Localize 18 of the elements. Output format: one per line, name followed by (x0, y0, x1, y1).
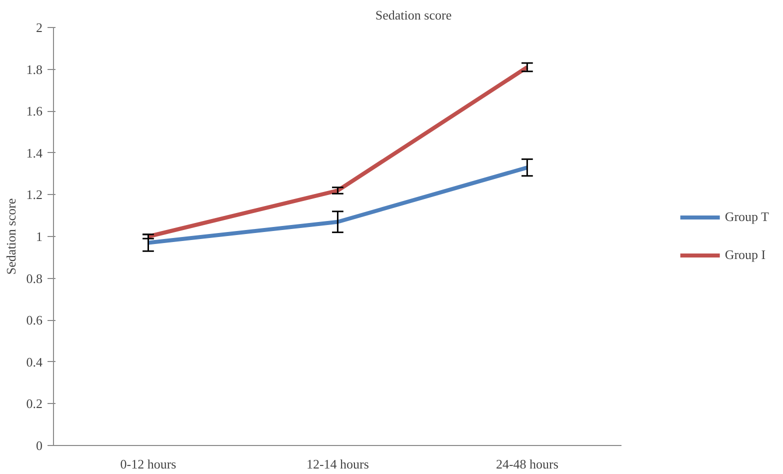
chart-title: Sedation score (375, 8, 452, 22)
x-tick-label: 24-48 hours (496, 456, 558, 472)
y-tick-label: 1.4 (26, 145, 43, 160)
legend-label: Group I (724, 247, 766, 263)
y-tick-label: 1.8 (26, 62, 42, 77)
x-tick-label: 12-14 hours (306, 456, 369, 472)
x-tick-label: 0-12 hours (120, 456, 176, 472)
legend-label: Group T (724, 209, 769, 225)
y-tick-label: 0.2 (26, 396, 42, 412)
y-tick-label: 1.6 (26, 104, 43, 119)
y-tick-label: 0.4 (26, 354, 43, 370)
y-tick-label: 1 (36, 229, 42, 244)
y-tick-label: 0 (36, 438, 42, 453)
y-axis-title: Sedation score (3, 198, 18, 275)
y-tick-label: 2 (36, 20, 42, 35)
y-tick-label: 0.6 (26, 312, 43, 328)
y-tick-label: 0.8 (26, 270, 42, 286)
y-tick-label: 1.2 (26, 187, 42, 202)
